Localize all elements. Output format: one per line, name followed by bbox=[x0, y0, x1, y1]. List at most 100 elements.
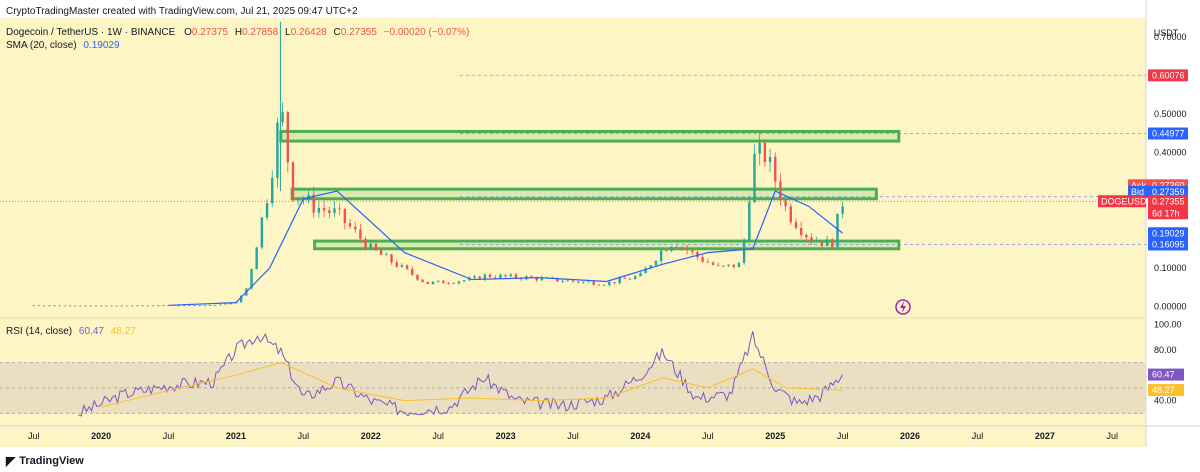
candle-body bbox=[836, 213, 839, 248]
candle-body bbox=[229, 303, 232, 305]
candle-body bbox=[462, 280, 466, 282]
candle-body bbox=[411, 269, 414, 275]
candle-body bbox=[182, 305, 186, 307]
rsi-y-tick-label: 40.00 bbox=[1154, 396, 1177, 406]
candle-body bbox=[514, 274, 518, 278]
candle-body bbox=[322, 207, 326, 211]
candle-body bbox=[442, 280, 445, 284]
candle-body bbox=[799, 227, 803, 235]
candle-body bbox=[53, 305, 56, 307]
candle-body bbox=[151, 305, 155, 307]
ohlc-high: 0.27858 bbox=[242, 27, 279, 38]
candle-body bbox=[343, 208, 347, 224]
rsi-legend: RSI (14, close) 60.47 48.27 bbox=[6, 326, 136, 337]
candle-body bbox=[722, 265, 725, 267]
candle-body bbox=[576, 281, 580, 283]
candle-body bbox=[623, 278, 627, 279]
rsi-y-tick-label: 100.00 bbox=[1154, 319, 1182, 329]
support-resistance-zone bbox=[279, 129, 901, 143]
x-tick-label: Jul bbox=[1107, 431, 1119, 441]
candle-body bbox=[281, 112, 284, 123]
candle-body bbox=[774, 156, 777, 182]
candle-body bbox=[58, 305, 61, 307]
candle-body bbox=[37, 305, 41, 307]
candle-body bbox=[94, 305, 98, 307]
candle-body bbox=[530, 276, 533, 278]
sma-legend: SMA (20, close) 0.19029 bbox=[6, 40, 120, 51]
ask-value: 0.27360 bbox=[1152, 180, 1185, 190]
x-tick-label: 2025 bbox=[765, 431, 785, 441]
candle-body bbox=[457, 281, 461, 284]
candle-body bbox=[110, 305, 113, 307]
candle-body bbox=[820, 241, 824, 246]
candle-body bbox=[825, 239, 829, 246]
price-tag-label: 0.44977 bbox=[1152, 128, 1185, 138]
rsi-ma-line bbox=[100, 361, 843, 408]
x-tick-label: Jul bbox=[432, 431, 444, 441]
candle-body bbox=[540, 277, 544, 281]
candle-body bbox=[395, 262, 398, 267]
candle-body bbox=[32, 305, 35, 307]
candle-body bbox=[89, 305, 92, 307]
candle-body bbox=[665, 250, 668, 252]
bid-label: Bid bbox=[1131, 187, 1144, 197]
x-tick-label: 2027 bbox=[1035, 431, 1055, 441]
tradingview-logo[interactable]: ◤ TradingView bbox=[6, 454, 84, 468]
x-tick-label: 2021 bbox=[226, 431, 246, 441]
candle-body bbox=[338, 208, 341, 210]
y-tick-label: 0.10000 bbox=[1154, 263, 1187, 273]
price-tag-label: 0.19029 bbox=[1152, 228, 1185, 238]
candle-body bbox=[141, 305, 144, 307]
price-tag bbox=[1148, 127, 1188, 140]
candle-body bbox=[504, 274, 507, 277]
candle-body bbox=[99, 305, 103, 307]
candle-body bbox=[742, 240, 746, 263]
y-tick-label: 0.50000 bbox=[1154, 109, 1187, 119]
candle-body bbox=[680, 247, 684, 249]
candle-body bbox=[841, 206, 844, 214]
candle-body bbox=[649, 265, 652, 269]
candle-body bbox=[84, 305, 87, 307]
x-tick-label: Jul bbox=[972, 431, 984, 441]
candle-body bbox=[659, 250, 663, 261]
candle-body bbox=[369, 243, 372, 249]
ohlc-change: −0.00020 (−0.07%) bbox=[383, 27, 470, 38]
price-tag bbox=[1148, 227, 1188, 240]
rsi-value: 60.47 bbox=[78, 326, 104, 337]
candle-body bbox=[421, 279, 424, 282]
lightning-icon-glyph bbox=[900, 301, 906, 313]
ask-label: Ask bbox=[1131, 180, 1147, 190]
candle-body bbox=[509, 274, 512, 277]
y-tick-label: 0.40000 bbox=[1154, 148, 1187, 158]
candle-body bbox=[628, 278, 632, 280]
candle-body bbox=[271, 178, 274, 204]
candle-body bbox=[317, 207, 321, 213]
symbol-legend: Dogecoin / TetherUS · 1W · BINANCE O0.27… bbox=[6, 27, 470, 38]
rsi-line bbox=[78, 331, 844, 417]
candle-body bbox=[701, 257, 704, 262]
candle-body bbox=[354, 226, 357, 230]
candle-body bbox=[379, 250, 383, 255]
candle-body bbox=[488, 274, 492, 278]
ohlc-close: 0.27355 bbox=[340, 27, 377, 38]
candle-body bbox=[42, 305, 46, 307]
candle-body bbox=[805, 234, 808, 238]
candle-body bbox=[789, 206, 792, 223]
candle-body bbox=[644, 268, 647, 274]
candle-body bbox=[483, 274, 487, 280]
x-tick-label: 2020 bbox=[91, 431, 111, 441]
candle-body bbox=[374, 243, 378, 251]
x-tick-label: Jul bbox=[163, 431, 175, 441]
candle-body bbox=[654, 260, 658, 266]
rsi-tag bbox=[1148, 368, 1184, 381]
candle-body bbox=[810, 237, 813, 242]
sma-value: 0.19029 bbox=[83, 40, 120, 51]
candle-body bbox=[561, 281, 564, 283]
candle-body bbox=[794, 222, 798, 228]
candle-body bbox=[675, 246, 678, 248]
candle-body bbox=[748, 202, 751, 241]
candle-body bbox=[63, 305, 67, 307]
candle-body bbox=[592, 281, 595, 285]
price-tag bbox=[1148, 69, 1188, 82]
